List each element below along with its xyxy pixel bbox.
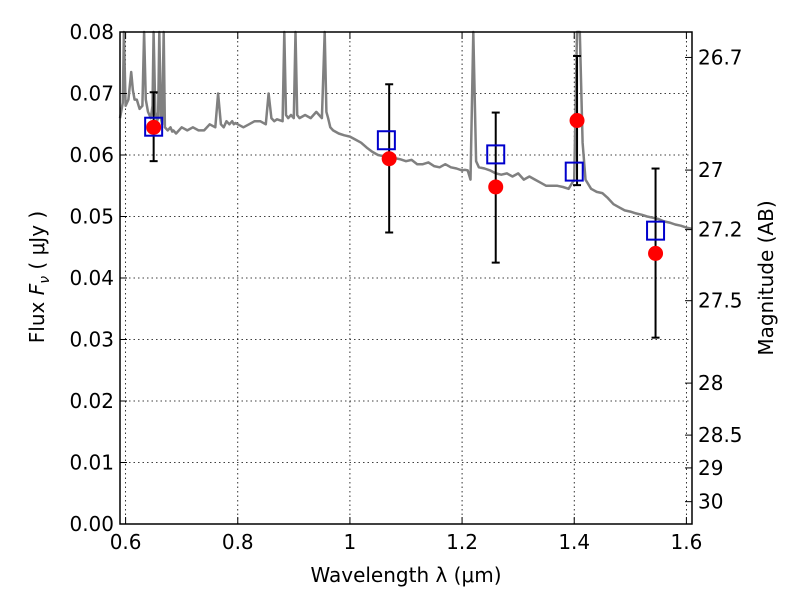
x-ticks: 0.6 0.8 1 1.2 1.4 1.6 <box>110 32 702 554</box>
y2-axis-label: Magnitude (AB) <box>754 200 778 355</box>
y2-tick-label: 27.2 <box>698 218 743 242</box>
model-point <box>376 130 396 151</box>
y2-tick-label: 29 <box>698 456 723 480</box>
observed-point <box>648 245 664 261</box>
x-tick-label: 1.4 <box>558 530 590 554</box>
y2-tick-label: 28 <box>698 371 723 395</box>
model-point <box>646 220 666 241</box>
y2-tick-label: 27.5 <box>698 289 743 313</box>
x-tick-label: 1.2 <box>446 530 478 554</box>
y2-ticks: 26.7 27 27.2 27.5 28 28.5 29 30 <box>685 45 743 514</box>
y-tick-label: 0.02 <box>69 389 114 413</box>
y2-tick-label: 27 <box>698 158 723 182</box>
x-axis-label: Wavelength λ (μm) <box>310 563 501 587</box>
model-point <box>144 116 164 137</box>
y-tick-label: 0.05 <box>69 205 114 229</box>
observed-point <box>146 119 162 135</box>
y2-tick-label: 26.7 <box>698 45 743 69</box>
x-tick-label: 1 <box>344 530 357 554</box>
y-tick-label: 0.07 <box>69 82 114 106</box>
y-tick-label: 0.08 <box>69 20 114 44</box>
y-ticks: 0.00 0.01 0.02 0.03 0.04 0.05 0.06 0.07 0.08 <box>69 20 127 536</box>
y-tick-label: 0.04 <box>69 266 114 290</box>
model-point <box>564 161 584 182</box>
y-axis-label-unit: ( μJy ) <box>25 211 49 276</box>
grid <box>120 31 692 525</box>
y2-tick-label: 28.5 <box>698 423 743 447</box>
y-axis-label-subscript: ν <box>37 276 53 284</box>
y-axis-label-prefix: Flux <box>25 295 49 343</box>
y-axis-label: Flux Fν ( μJy ) <box>25 211 53 343</box>
y2-tick-label: 30 <box>698 490 723 514</box>
observed-point <box>569 113 585 129</box>
x-tick-label: 0.8 <box>222 530 254 554</box>
model-point <box>486 144 506 165</box>
y-tick-label: 0.00 <box>69 512 114 536</box>
y-tick-label: 0.06 <box>69 143 114 167</box>
observed-points <box>146 113 664 261</box>
model-points <box>144 116 666 241</box>
observed-point <box>488 179 504 195</box>
observed-point <box>381 151 397 167</box>
y-axis-label-symbol: F <box>25 283 49 295</box>
x-tick-label: 0.6 <box>110 530 142 554</box>
y-tick-label: 0.01 <box>69 451 114 475</box>
model-spectrum-layer <box>118 30 693 231</box>
y-tick-label: 0.03 <box>69 328 114 352</box>
model-spectrum-line <box>118 30 693 231</box>
x-tick-label: 1.6 <box>670 530 702 554</box>
error-bars <box>149 54 660 339</box>
